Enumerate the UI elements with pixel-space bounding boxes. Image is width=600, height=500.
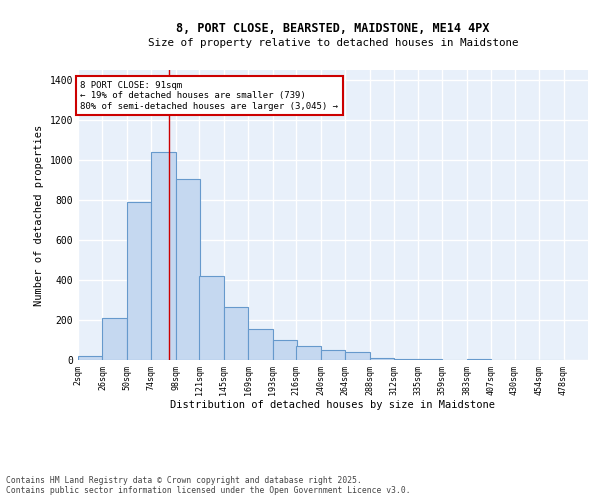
Bar [370,358,394,360]
Text: Contains HM Land Registry data © Crown copyright and database right 2025.
Contai: Contains HM Land Registry data © Crown c… [6,476,410,495]
Bar [321,350,345,360]
Bar [199,276,224,360]
Bar [394,359,419,360]
Bar [176,179,200,360]
Bar [127,202,151,360]
Bar [78,356,103,360]
Bar [151,152,176,360]
Bar [273,340,298,360]
Text: 8 PORT CLOSE: 91sqm
← 19% of detached houses are smaller (739)
80% of semi-detac: 8 PORT CLOSE: 91sqm ← 19% of detached ho… [80,81,338,111]
Bar [248,329,273,360]
Bar [467,359,491,360]
Bar [296,346,321,360]
Y-axis label: Number of detached properties: Number of detached properties [34,124,44,306]
Bar [418,359,442,360]
Bar [224,307,248,360]
Bar [103,318,127,360]
X-axis label: Distribution of detached houses by size in Maidstone: Distribution of detached houses by size … [170,400,496,410]
Text: Size of property relative to detached houses in Maidstone: Size of property relative to detached ho… [148,38,518,48]
Text: 8, PORT CLOSE, BEARSTED, MAIDSTONE, ME14 4PX: 8, PORT CLOSE, BEARSTED, MAIDSTONE, ME14… [176,22,490,36]
Bar [345,352,370,360]
